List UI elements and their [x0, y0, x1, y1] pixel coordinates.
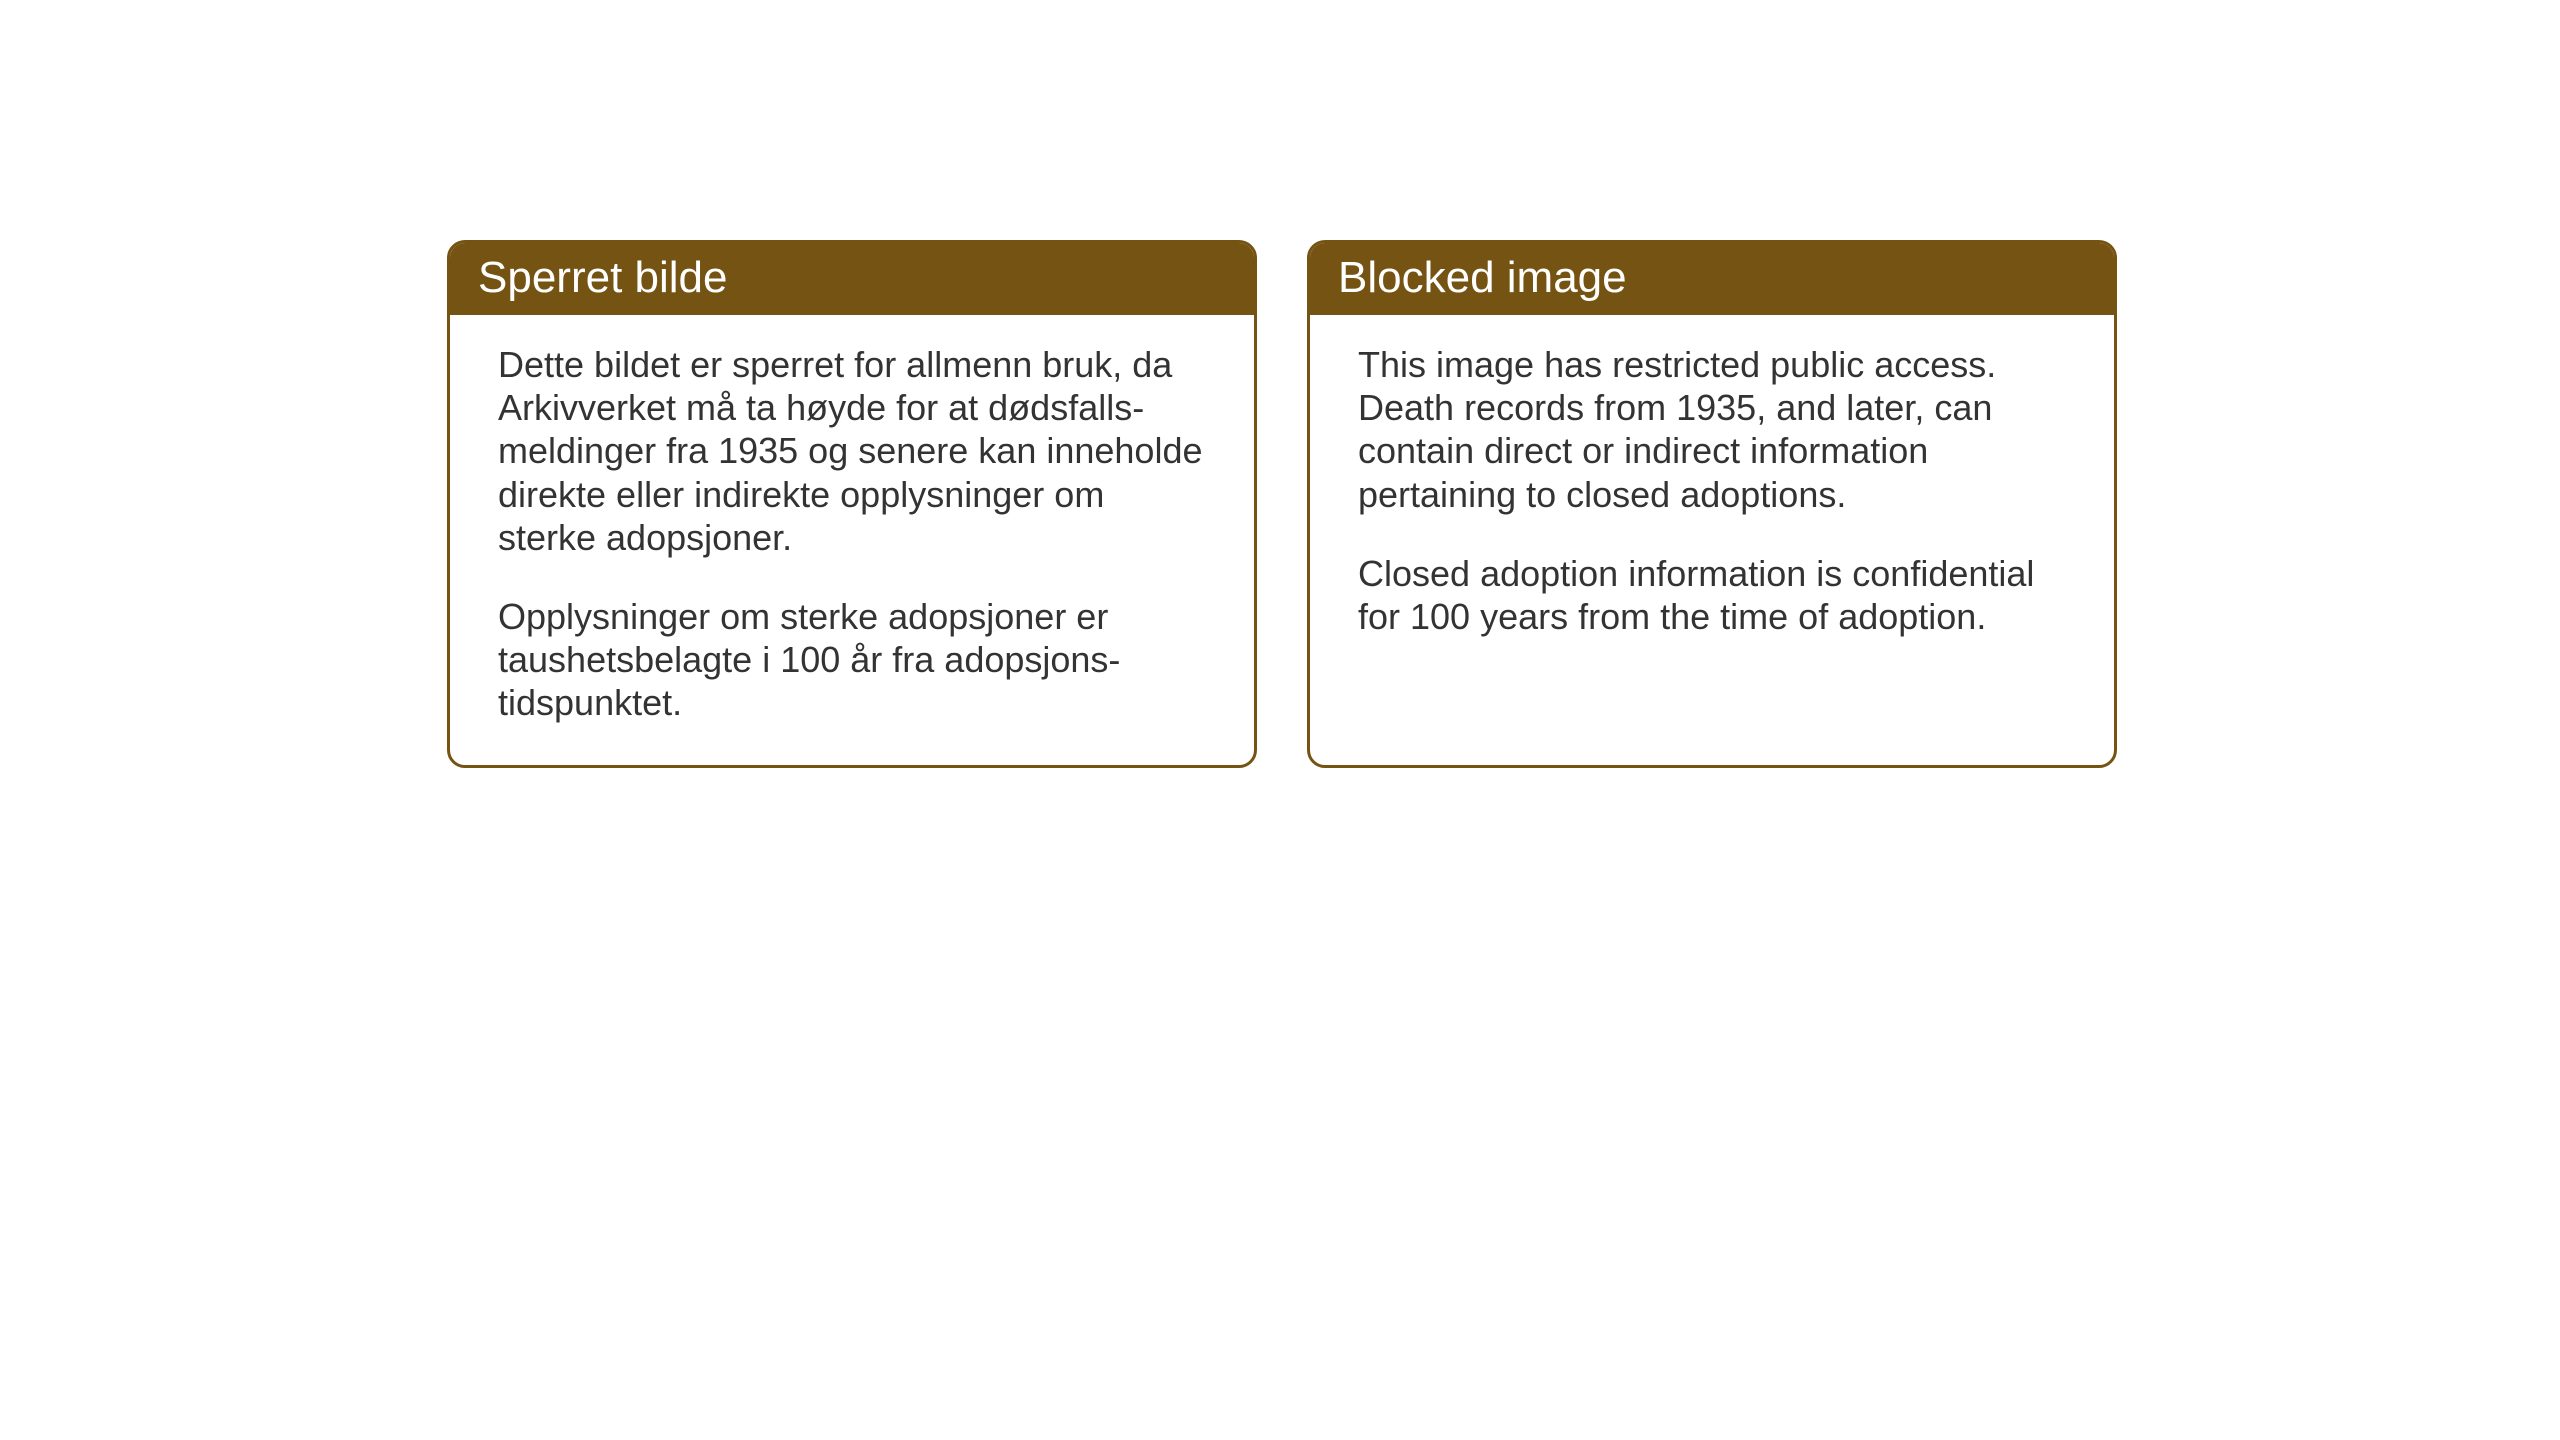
norwegian-card-title: Sperret bilde	[450, 243, 1254, 315]
english-card-body: This image has restricted public access.…	[1310, 315, 2114, 765]
norwegian-card-body: Dette bildet er sperret for allmenn bruk…	[450, 315, 1254, 765]
notice-container: Sperret bilde Dette bildet er sperret fo…	[447, 240, 2117, 768]
norwegian-paragraph-1: Dette bildet er sperret for allmenn bruk…	[498, 343, 1210, 559]
english-paragraph-2: Closed adoption information is confident…	[1358, 552, 2070, 638]
english-paragraph-1: This image has restricted public access.…	[1358, 343, 2070, 516]
english-card-title: Blocked image	[1310, 243, 2114, 315]
norwegian-paragraph-2: Opplysninger om sterke adopsjoner er tau…	[498, 595, 1210, 725]
english-notice-card: Blocked image This image has restricted …	[1307, 240, 2117, 768]
norwegian-notice-card: Sperret bilde Dette bildet er sperret fo…	[447, 240, 1257, 768]
